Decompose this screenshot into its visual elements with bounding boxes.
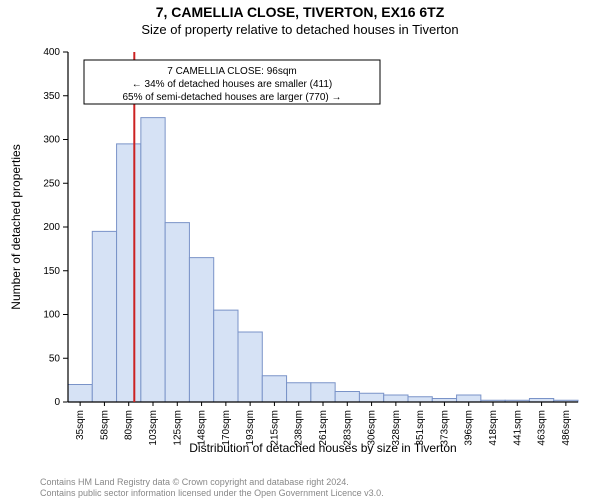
chart-svg: 0 50 100 150 200 250 300 350 400 35sqm 58sqm 80sqm 1… — [0, 44, 600, 454]
histogram-bar — [117, 144, 141, 402]
histogram-bar — [214, 310, 238, 402]
y-tick-label: 200 — [43, 222, 60, 233]
x-tick-label: 58sqm — [99, 410, 110, 440]
x-tick-label: 441sqm — [512, 410, 523, 446]
histogram-bar — [262, 376, 286, 402]
x-tick-label: 486sqm — [561, 410, 572, 446]
x-tick-label: 463sqm — [537, 410, 548, 446]
histogram-chart: 0 50 100 150 200 250 300 350 400 35sqm 58sqm 80sqm 1… — [0, 44, 600, 454]
histogram-bar — [408, 397, 432, 402]
histogram-bar — [92, 231, 116, 402]
y-tick-label: 100 — [43, 310, 60, 321]
y-tick-label: 50 — [49, 353, 61, 364]
y-tick-label: 250 — [43, 178, 60, 189]
y-axis-label: Number of detached properties — [9, 144, 23, 309]
histogram-bar — [141, 118, 165, 402]
histogram-bar — [457, 395, 481, 402]
x-tick-label: 35sqm — [75, 410, 86, 440]
x-axis-label: Distribution of detached houses by size … — [189, 441, 456, 454]
y-tick-label: 0 — [54, 397, 60, 408]
annotation-line: 65% of semi-detached houses are larger (… — [122, 92, 341, 103]
annotation-line: 7 CAMELLIA CLOSE: 96sqm — [167, 66, 297, 77]
footer-line: Contains public sector information licen… — [40, 488, 590, 500]
histogram-bar — [165, 223, 189, 402]
histogram-bar — [359, 393, 383, 402]
x-tick-label: 396sqm — [464, 410, 475, 446]
y-tick-label: 150 — [43, 266, 60, 277]
histogram-bar — [311, 383, 335, 402]
x-tick-label: 125sqm — [172, 410, 183, 446]
histogram-bar — [384, 395, 408, 402]
y-tick-label: 350 — [43, 91, 60, 102]
footer-line: Contains HM Land Registry data © Crown c… — [40, 477, 590, 489]
page-title: 7, CAMELLIA CLOSE, TIVERTON, EX16 6TZ — [0, 4, 600, 20]
histogram-bar — [287, 383, 311, 402]
x-tick-label: 418sqm — [488, 410, 499, 446]
annotation-line: ← 34% of detached houses are smaller (41… — [132, 79, 332, 90]
histogram-bar — [238, 332, 262, 402]
histogram-bar — [189, 258, 213, 402]
histogram-bar — [68, 385, 92, 403]
x-tick-label: 80sqm — [124, 410, 135, 440]
y-tick-label: 300 — [43, 135, 60, 146]
x-tick-label: 103sqm — [148, 410, 159, 446]
histogram-bar — [335, 392, 359, 403]
page-subtitle: Size of property relative to detached ho… — [0, 22, 600, 37]
footer-attribution: Contains HM Land Registry data © Crown c… — [40, 477, 590, 500]
y-tick-label: 400 — [43, 47, 60, 58]
